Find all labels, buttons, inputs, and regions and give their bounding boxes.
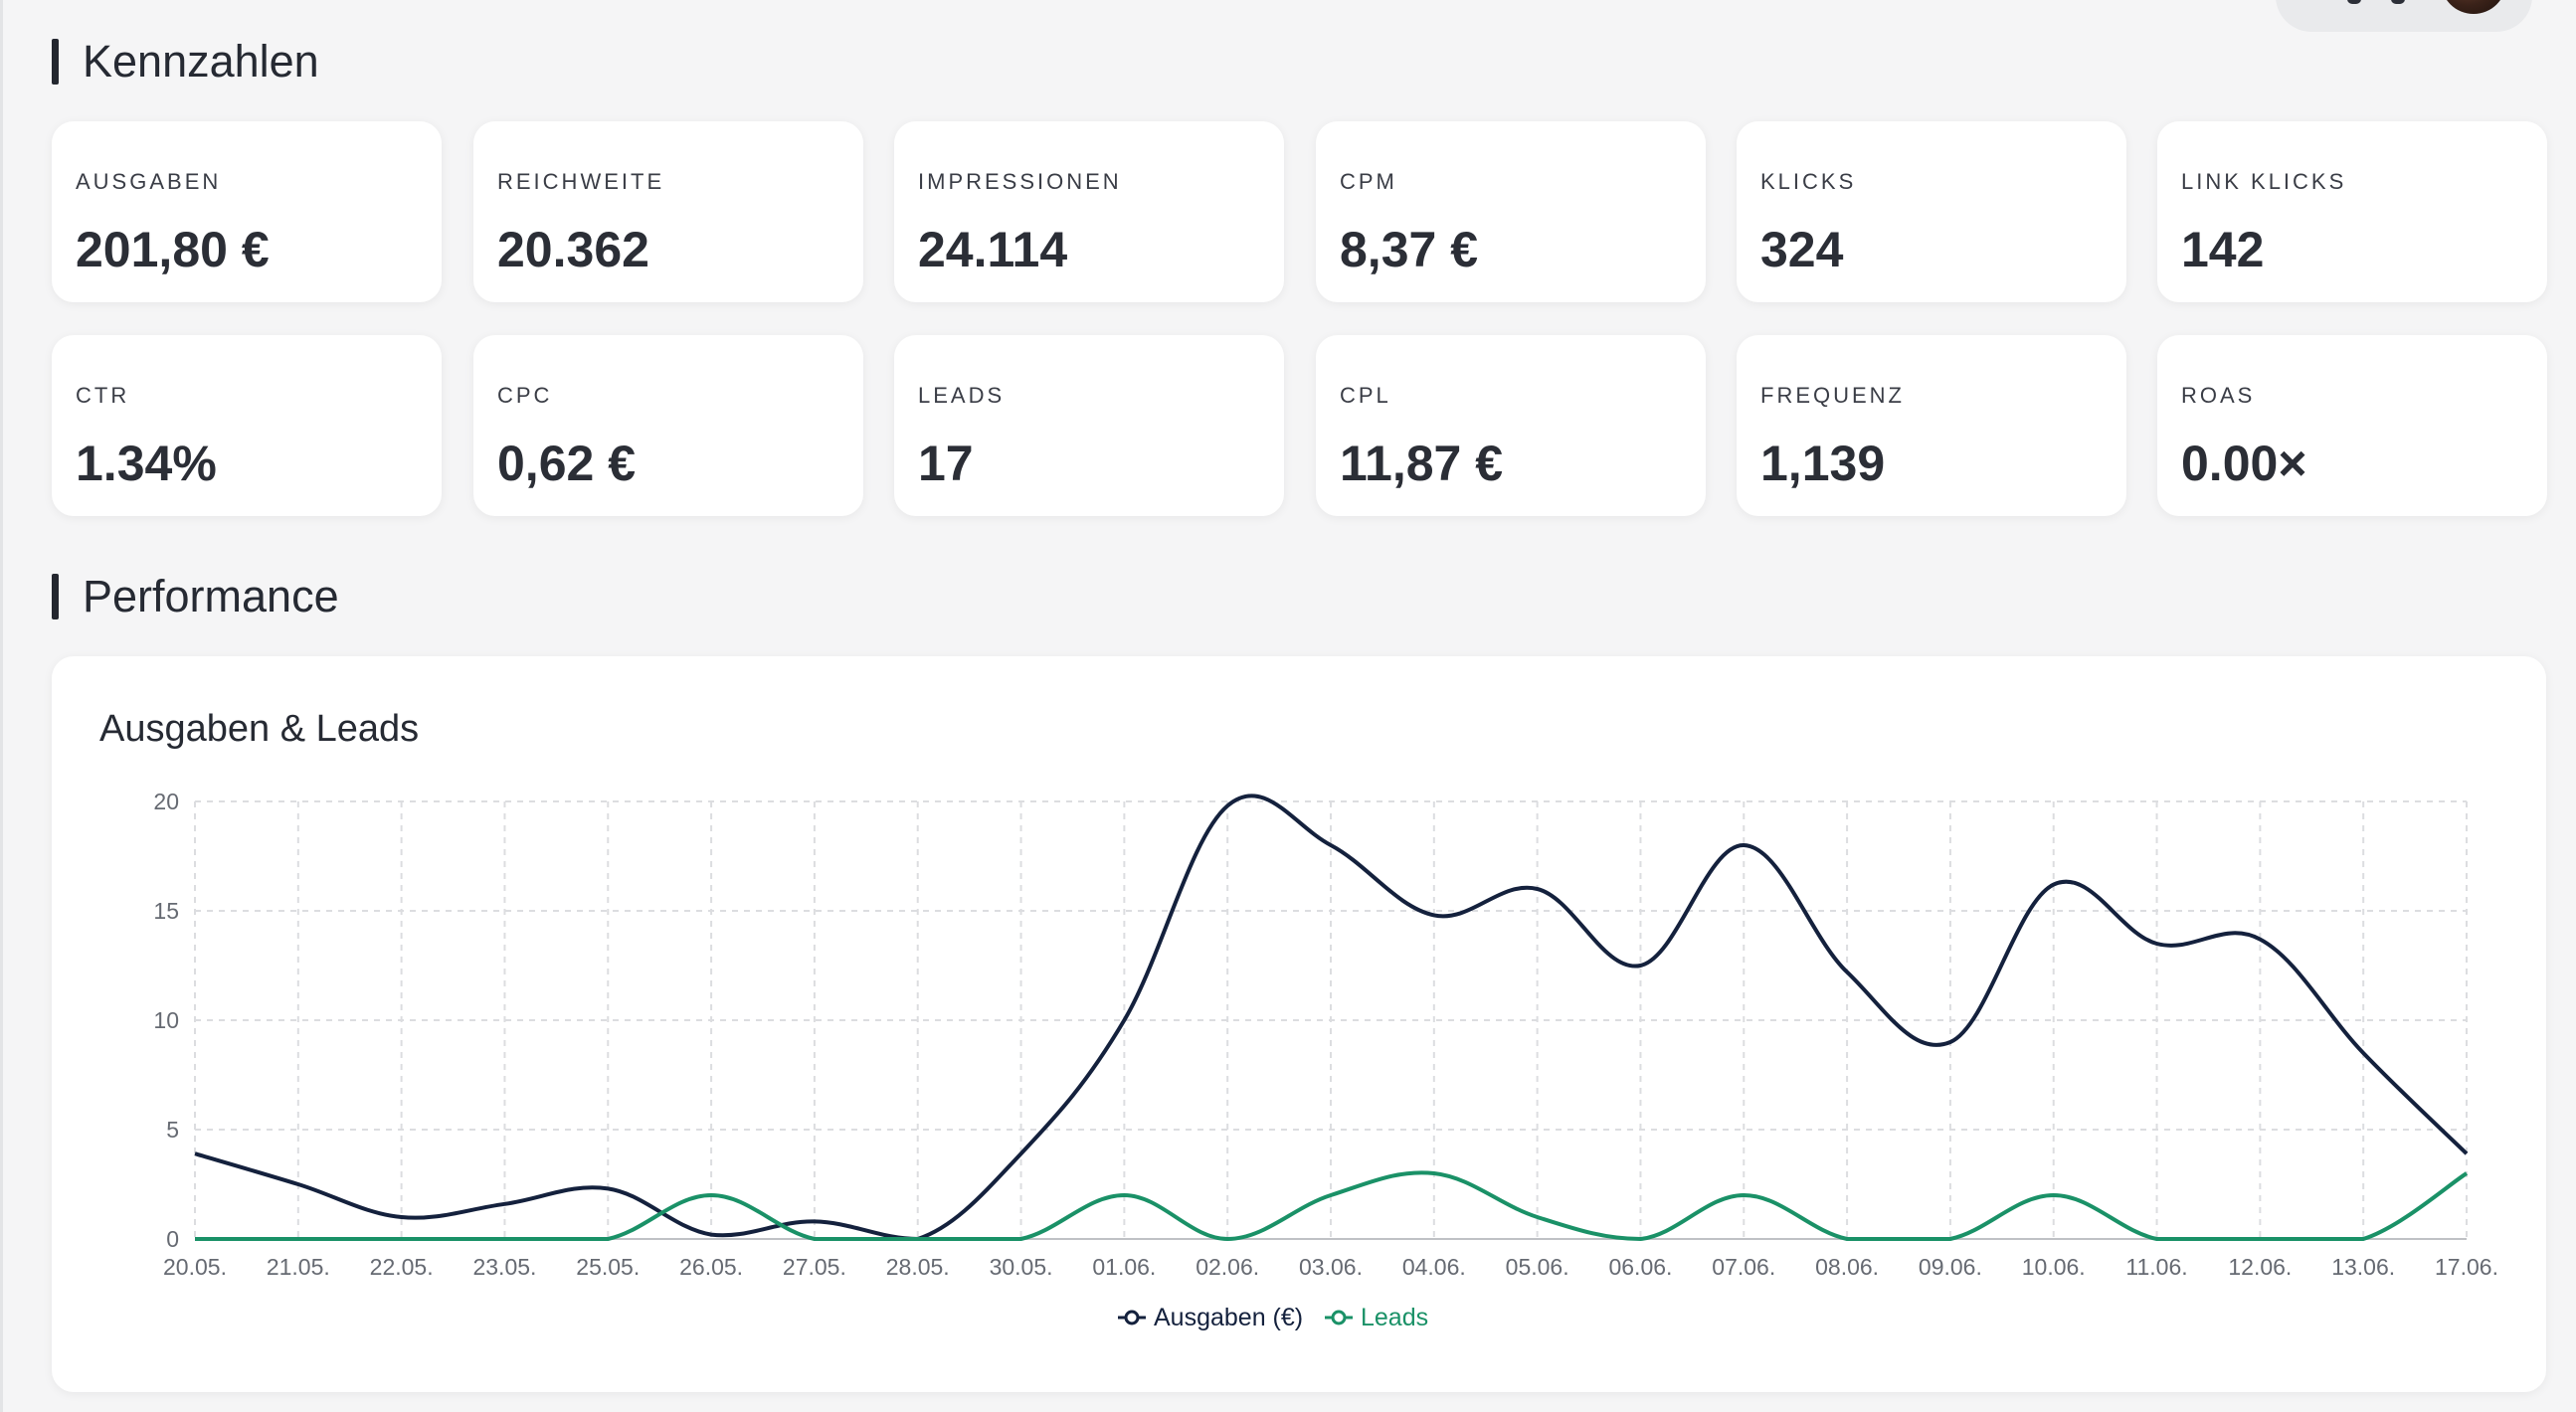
- section-bar: [52, 574, 59, 619]
- section-title-text: Performance: [83, 571, 339, 621]
- kpi-card-frequenz: FREQUENZ 1,139: [1737, 335, 2126, 516]
- kpi-value: 8,37 €: [1340, 222, 1479, 277]
- x-tick-label: 20.05.: [163, 1254, 227, 1280]
- kpi-value: 201,80 €: [76, 222, 270, 277]
- section-title-performance: Performance: [52, 571, 339, 622]
- kpi-label: ROAS: [2181, 383, 2256, 408]
- y-tick-label: 0: [166, 1226, 179, 1252]
- x-tick-label: 30.05.: [990, 1254, 1053, 1280]
- kpi-value: 17: [918, 436, 974, 491]
- x-tick-label: 25.05.: [576, 1254, 640, 1280]
- kpi-label: CPM: [1340, 169, 1397, 194]
- section-title-kennzahlen: Kennzahlen: [52, 36, 319, 88]
- kpi-card-reichweite: REICHWEITE 20.362: [473, 121, 863, 302]
- legend-marker-dot: [1124, 1310, 1140, 1325]
- kpi-value: 1.34%: [76, 436, 217, 491]
- x-tick-label: 08.06.: [1815, 1254, 1879, 1280]
- kpi-label: KLICKS: [1760, 169, 1857, 194]
- kpi-label: FREQUENZ: [1760, 383, 1905, 408]
- kpi-label: CTR: [76, 383, 130, 408]
- x-tick-label: 03.06.: [1299, 1254, 1363, 1280]
- kpi-card-ausgaben: AUSGABEN 201,80 €: [52, 121, 442, 302]
- kpi-card-ctr: CTR 1.34%: [52, 335, 442, 516]
- section-bar: [52, 39, 59, 85]
- x-tick-label: 23.05.: [472, 1254, 536, 1280]
- kpi-value: 324: [1760, 222, 1844, 277]
- kpi-label: CPL: [1340, 383, 1391, 408]
- legend-marker-dot: [1331, 1310, 1347, 1325]
- kpi-card-roas: ROAS 0.00×: [2157, 335, 2547, 516]
- kpi-value: 24.114: [918, 222, 1068, 277]
- y-tick-label: 15: [153, 898, 179, 924]
- x-tick-label: 06.06.: [1608, 1254, 1672, 1280]
- y-tick-label: 5: [166, 1117, 179, 1143]
- series-line-leads: [194, 1170, 2469, 1242]
- kpi-card-impressionen: IMPRESSIONEN 24.114: [894, 121, 1284, 302]
- kpi-value: 142: [2181, 222, 2265, 277]
- x-tick-label: 17.06.: [2435, 1254, 2498, 1280]
- kpi-label: LINK KLICKS: [2181, 169, 2347, 194]
- user-menu[interactable]: [2276, 0, 2532, 32]
- section-title-text: Kennzahlen: [83, 36, 319, 87]
- kpi-card-cpm: CPM 8,37 €: [1316, 121, 1706, 302]
- kpi-value: 0,62 €: [497, 436, 637, 491]
- x-tick-label: 22.05.: [370, 1254, 434, 1280]
- x-tick-label: 13.06.: [2331, 1254, 2395, 1280]
- x-tick-label: 11.06.: [2125, 1254, 2187, 1280]
- x-tick-label: 10.06.: [2022, 1254, 2086, 1280]
- kpi-value: 20.362: [497, 222, 649, 277]
- legend-label: Leads: [1361, 1304, 1428, 1331]
- kpi-value: 0.00×: [2181, 436, 2307, 491]
- legend-label: Ausgaben (€): [1154, 1304, 1303, 1331]
- kpi-card-cpl: CPL 11,87 €: [1316, 335, 1706, 516]
- x-tick-label: 09.06.: [1919, 1254, 1982, 1280]
- kpi-label: LEADS: [918, 383, 1006, 408]
- x-tick-label: 01.06.: [1092, 1254, 1156, 1280]
- x-tick-label: 21.05.: [267, 1254, 330, 1280]
- x-tick-label: 12.06.: [2228, 1254, 2292, 1280]
- y-tick-label: 20: [153, 789, 179, 814]
- kpi-label: CPC: [497, 383, 553, 408]
- kpi-label: AUSGABEN: [76, 169, 222, 194]
- kpi-value: 1,139: [1760, 436, 1886, 491]
- menu-dot-icon: [2391, 0, 2405, 4]
- chart-title: Ausgaben & Leads: [99, 708, 420, 750]
- kpi-card-klicks: KLICKS 324: [1737, 121, 2126, 302]
- chart-card: [52, 656, 2546, 1392]
- series-line-ausgaben: [194, 794, 2469, 1241]
- x-tick-label: 07.06.: [1712, 1254, 1775, 1280]
- kpi-value: 11,87 €: [1340, 436, 1504, 491]
- kpi-label: IMPRESSIONEN: [918, 169, 1122, 194]
- left-edge-divider: [0, 0, 3, 1412]
- x-tick-label: 02.06.: [1196, 1254, 1259, 1280]
- kpi-card-cpc: CPC 0,62 €: [473, 335, 863, 516]
- kpi-label: REICHWEITE: [497, 169, 665, 194]
- kpi-card-link-klicks: LINK KLICKS 142: [2157, 121, 2547, 302]
- x-tick-label: 04.06.: [1402, 1254, 1466, 1280]
- menu-dot-icon: [2347, 0, 2361, 4]
- x-tick-label: 05.06.: [1506, 1254, 1569, 1280]
- x-tick-label: 28.05.: [886, 1254, 950, 1280]
- x-tick-label: 27.05.: [783, 1254, 846, 1280]
- y-tick-label: 10: [153, 1007, 179, 1033]
- kpi-card-leads: LEADS 17: [894, 335, 1284, 516]
- x-tick-label: 26.05.: [679, 1254, 743, 1280]
